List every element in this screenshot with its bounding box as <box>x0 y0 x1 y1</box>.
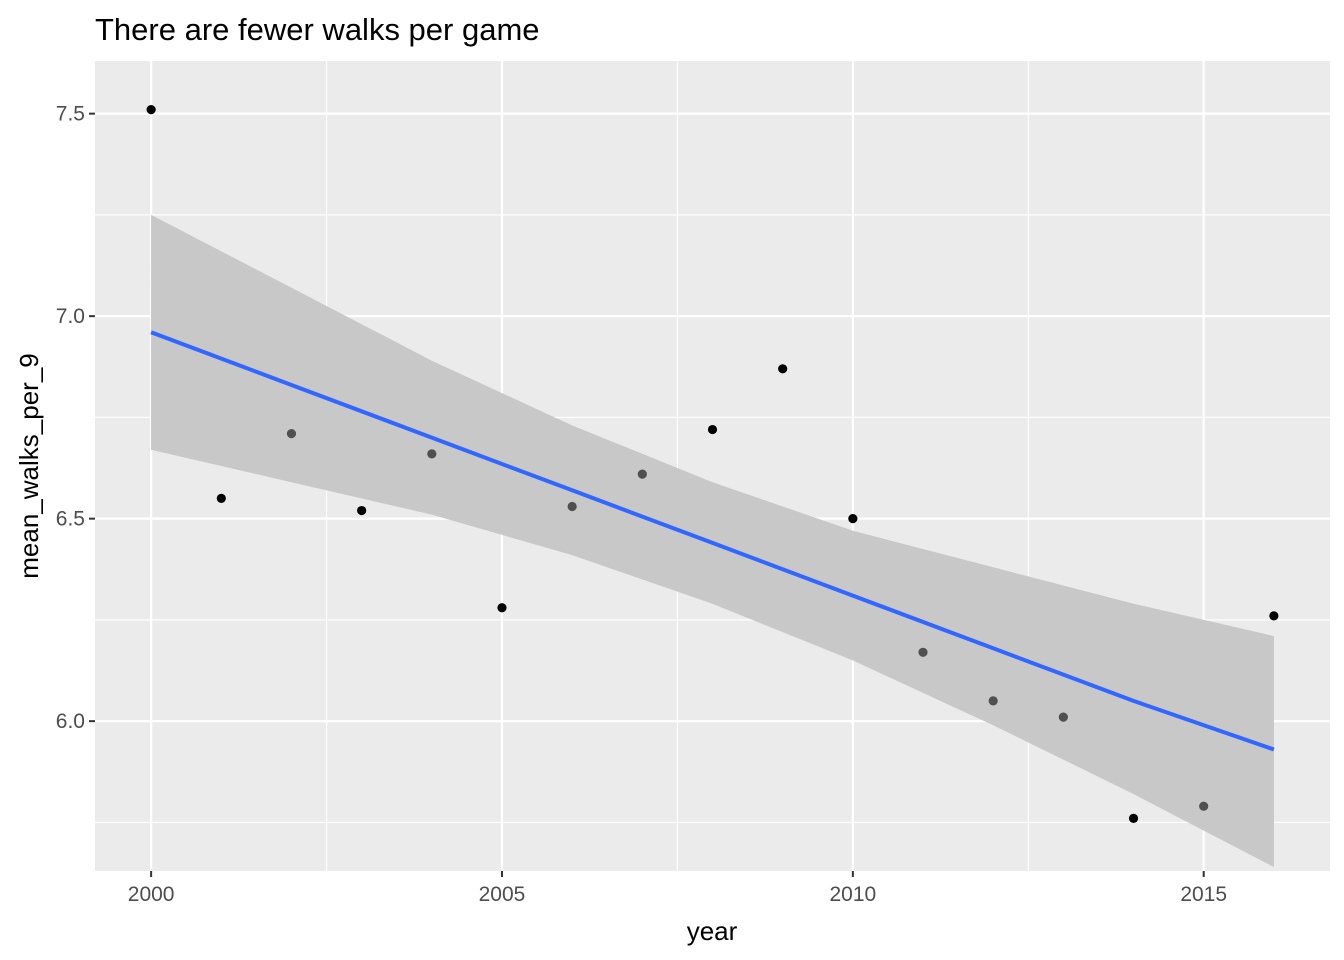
data-point <box>1269 611 1279 621</box>
data-point <box>357 505 367 516</box>
data-point <box>988 696 998 706</box>
x-tick-label: 2010 <box>829 883 876 906</box>
data-point <box>1199 801 1209 811</box>
data-point <box>778 364 788 374</box>
data-point <box>286 429 297 439</box>
data-point <box>848 514 858 524</box>
data-point <box>637 469 647 479</box>
data-point <box>427 449 437 459</box>
y-axis-title: mean_walks_per_9 <box>14 353 44 578</box>
chart-title: There are fewer walks per game <box>95 12 540 47</box>
x-tick-label: 2015 <box>1180 883 1227 906</box>
y-tick-label: 7.5 <box>56 103 85 126</box>
data-point <box>497 603 507 613</box>
y-tick-label: 7.0 <box>56 305 85 328</box>
data-point <box>146 105 156 115</box>
data-point <box>918 647 928 657</box>
data-point <box>216 493 226 503</box>
data-point <box>1128 813 1139 823</box>
x-tick-label: 2005 <box>479 883 526 906</box>
x-tick-label: 2000 <box>128 883 175 906</box>
y-tick-label: 6.5 <box>56 508 85 531</box>
regression-line <box>150 330 1275 752</box>
data-point <box>1058 712 1068 722</box>
data-point <box>567 501 577 512</box>
data-point <box>707 424 718 435</box>
data-points <box>146 105 1279 823</box>
y-tick-label: 6.0 <box>56 710 85 733</box>
y-axis-ticks: 6.0 6.5 7.0 7.5 <box>56 103 95 733</box>
x-axis-title: year <box>687 916 738 946</box>
grid-minor <box>95 61 1330 871</box>
x-axis-ticks: 2000 2005 2010 2015 <box>128 871 1227 906</box>
